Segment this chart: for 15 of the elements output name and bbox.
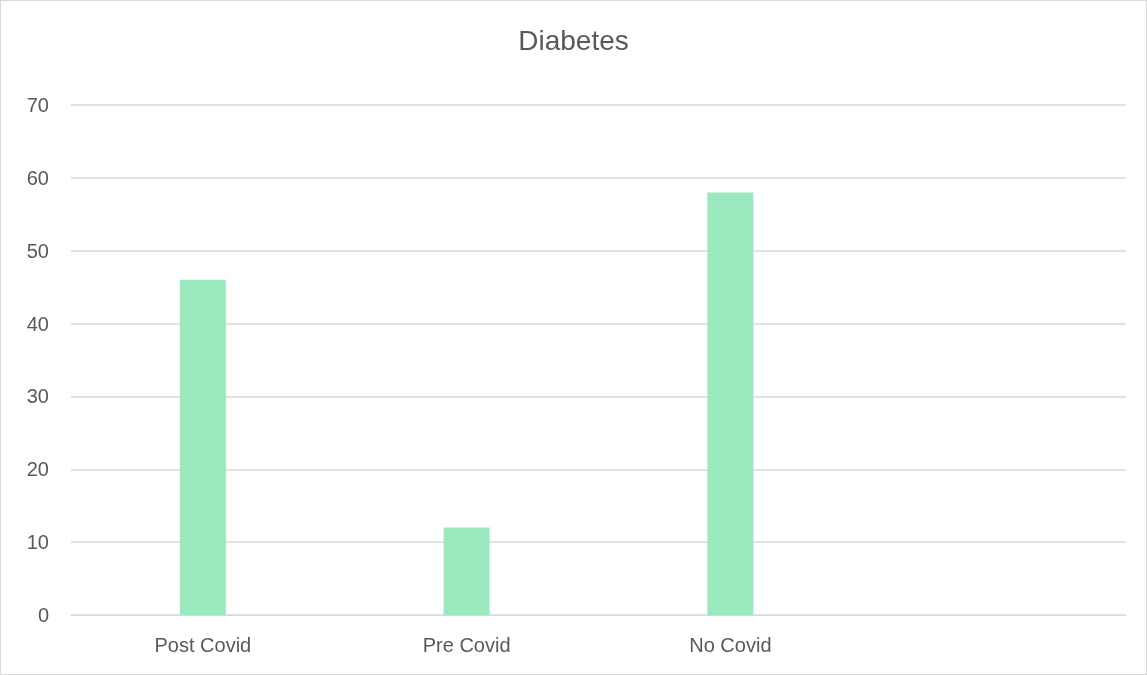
- x-tick-label: Post Covid: [154, 634, 252, 656]
- y-tick-label: 0: [37, 604, 49, 626]
- bar: [443, 527, 490, 615]
- chart-title: Diabetes: [518, 24, 629, 56]
- bar: [179, 279, 226, 615]
- x-tick-label: Pre Covid: [422, 634, 511, 656]
- y-tick-label: 30: [26, 385, 49, 408]
- y-tick-label: 20: [26, 458, 49, 481]
- y-tick-label: 40: [26, 312, 49, 335]
- bar: [707, 192, 754, 615]
- y-tick-label: 70: [26, 94, 49, 116]
- y-tick-label: 10: [26, 531, 49, 554]
- y-tick-label: 50: [26, 239, 49, 262]
- x-tick-label: No Covid: [689, 634, 772, 656]
- y-tick-label: 60: [26, 166, 49, 189]
